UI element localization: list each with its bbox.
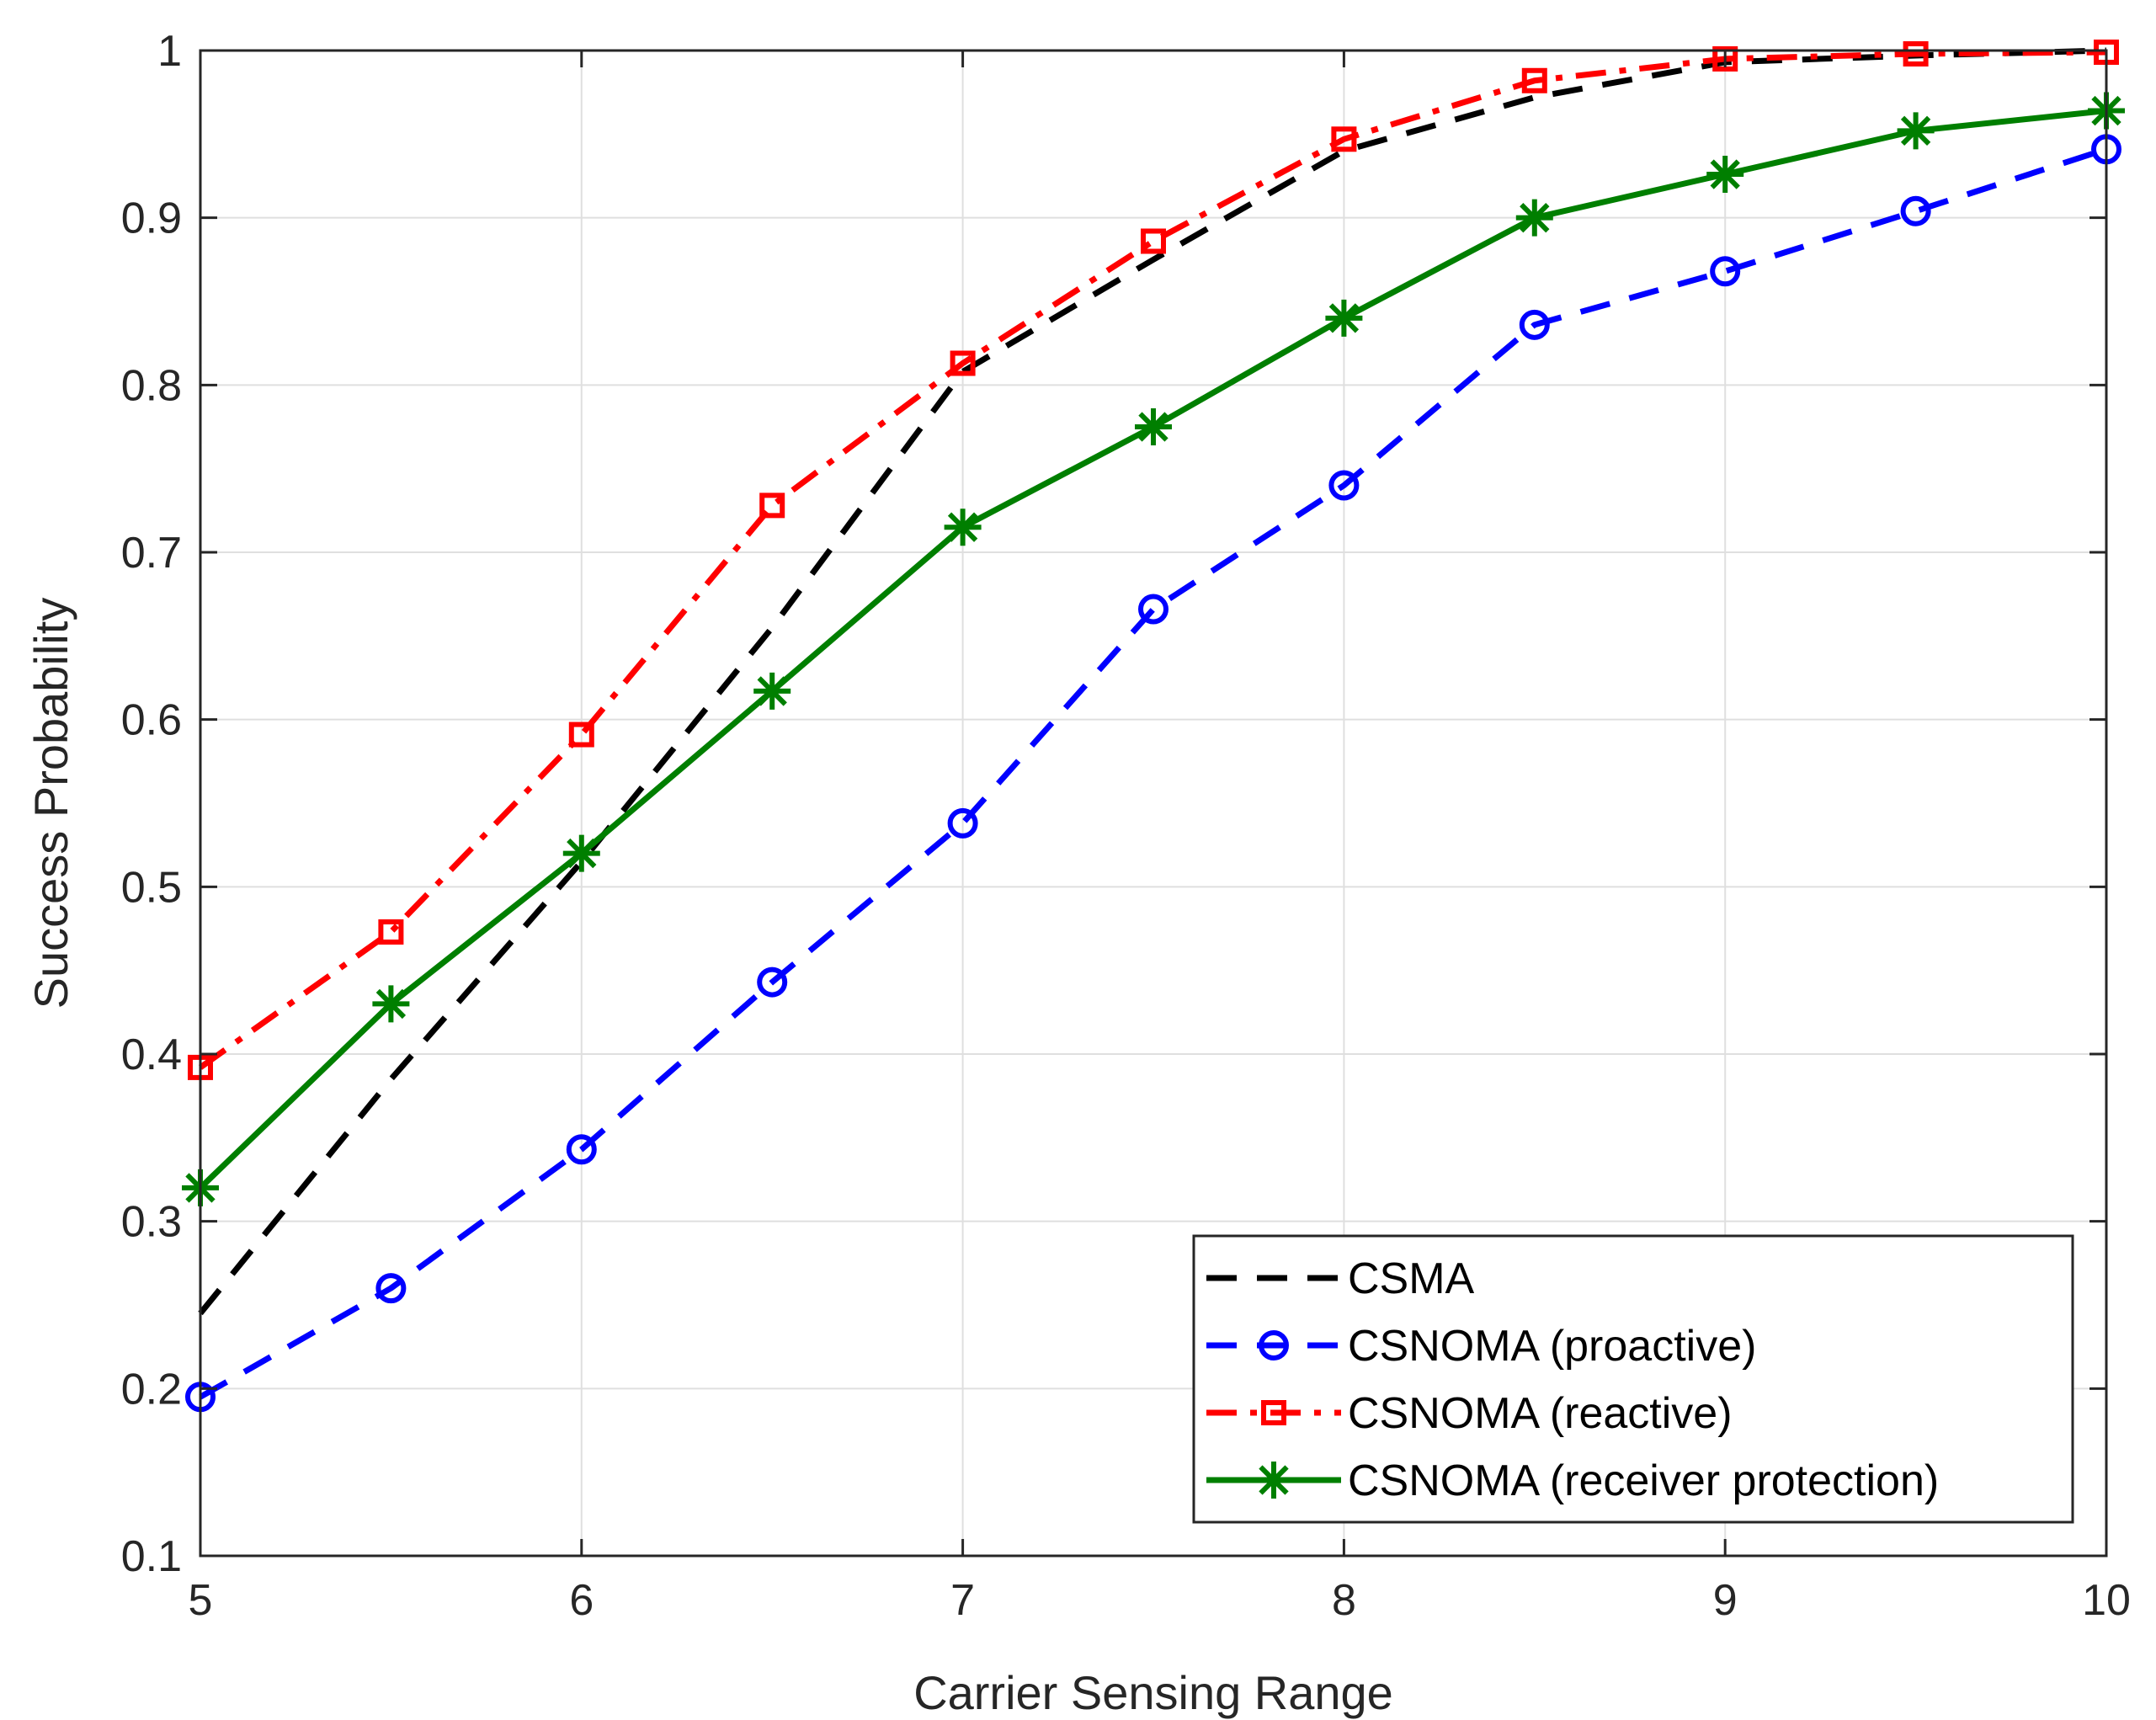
y-tick-label: 0.4	[121, 1030, 182, 1079]
series-line	[198, 49, 2107, 1070]
legend-marker	[1261, 1400, 1286, 1425]
x-tick-label: 5	[189, 1576, 213, 1625]
plot-frame	[199, 49, 2108, 1558]
legend-entry: CSMA	[1206, 1254, 1475, 1303]
y-tick-label: 0.7	[121, 529, 182, 578]
data-point-marker	[1712, 45, 1738, 72]
data-point-marker	[950, 350, 976, 376]
y-tick-label: 0.9	[121, 194, 182, 243]
legend-label: CSNOMA (receiver protection)	[1348, 1456, 1939, 1505]
data-point-marker	[1706, 156, 1744, 194]
data-point-marker	[759, 493, 785, 519]
data-point-marker	[566, 1134, 597, 1165]
data-point-marker	[1325, 299, 1363, 337]
asterisk-stroke	[947, 512, 978, 542]
y-tick-label: 0.8	[121, 361, 182, 410]
y-tick-label: 0.1	[121, 1532, 182, 1581]
legend-marker	[1255, 1462, 1292, 1499]
y-tick-label: 0.5	[121, 863, 182, 912]
asterisk-stroke	[567, 838, 597, 869]
data-point-marker	[1141, 228, 1166, 254]
data-point-marker	[378, 919, 404, 945]
data-point-marker	[1515, 199, 1553, 237]
data-point-marker	[1900, 195, 1931, 226]
data-point-marker	[562, 834, 600, 872]
legend-label: CSNOMA (proactive)	[1348, 1322, 1756, 1371]
asterisk-stroke	[757, 676, 787, 706]
legend-marker	[1259, 1330, 1289, 1361]
x-tick-label: 7	[950, 1576, 975, 1625]
legend-entry: CSNOMA (receiver protection)	[1206, 1456, 1939, 1505]
data-point-marker	[944, 509, 982, 546]
series-layer	[182, 39, 2125, 1413]
data-point-marker	[1897, 112, 1935, 150]
x-axis-label: Carrier Sensing Range	[913, 1666, 1393, 1719]
data-point-marker	[1138, 594, 1168, 625]
asterisk-stroke	[1138, 412, 1168, 442]
y-tick-label: 0.2	[121, 1365, 182, 1414]
legend-box	[1192, 1234, 2074, 1524]
data-point-marker	[1710, 256, 1741, 287]
data-point-marker	[1328, 470, 1360, 501]
legend-entry: CSNOMA (proactive)	[1206, 1322, 1756, 1371]
data-point-marker	[1521, 67, 1547, 93]
x-tick-label: 8	[1332, 1576, 1356, 1625]
legend-label: CSMA	[1348, 1254, 1475, 1303]
data-point-marker	[568, 722, 594, 748]
data-point-marker	[1135, 408, 1172, 445]
x-tick-label: 9	[1713, 1576, 1738, 1625]
asterisk-stroke	[1259, 1465, 1289, 1495]
y-tick-label: 0.3	[121, 1198, 182, 1247]
axes	[199, 49, 2108, 1558]
asterisk-stroke	[1520, 202, 1550, 233]
x-tick-label: 6	[569, 1576, 594, 1625]
legend: CSMA CSNOMA (proactive) CSNOMA (reactive) C…	[1192, 1234, 2074, 1524]
asterisk-stroke	[1710, 159, 1740, 189]
asterisk-stroke	[1900, 115, 1931, 146]
asterisk-stroke	[1328, 303, 1360, 333]
data-point-marker	[372, 985, 410, 1023]
legend-entry: CSNOMA (reactive)	[1206, 1389, 1733, 1438]
data-point-marker	[1519, 309, 1550, 340]
data-point-marker	[757, 967, 788, 998]
x-tick-label: 10	[2082, 1576, 2131, 1625]
series-csma	[198, 47, 2107, 1316]
y-tick-label: 1	[157, 27, 182, 76]
series-line	[198, 47, 2107, 1316]
series-csnoma-reactive	[188, 39, 2119, 1080]
data-point-marker	[1903, 40, 1929, 67]
series-line	[199, 146, 2108, 1400]
data-point-marker	[753, 672, 791, 710]
legend-label: CSNOMA (reactive)	[1348, 1389, 1733, 1438]
asterisk-stroke	[375, 988, 407, 1020]
data-point-marker	[375, 1273, 407, 1304]
y-axis-label: Success Probability	[24, 598, 77, 1009]
data-point-marker	[1331, 126, 1357, 152]
tick-labels: 5 6 7 8 9 10 0.1 0.2 0.3 0.4 0.5 0.6 0.7 0.8 0.9 1	[121, 27, 2131, 1625]
data-point-marker	[947, 807, 978, 839]
y-tick-label: 0.6	[121, 696, 182, 745]
